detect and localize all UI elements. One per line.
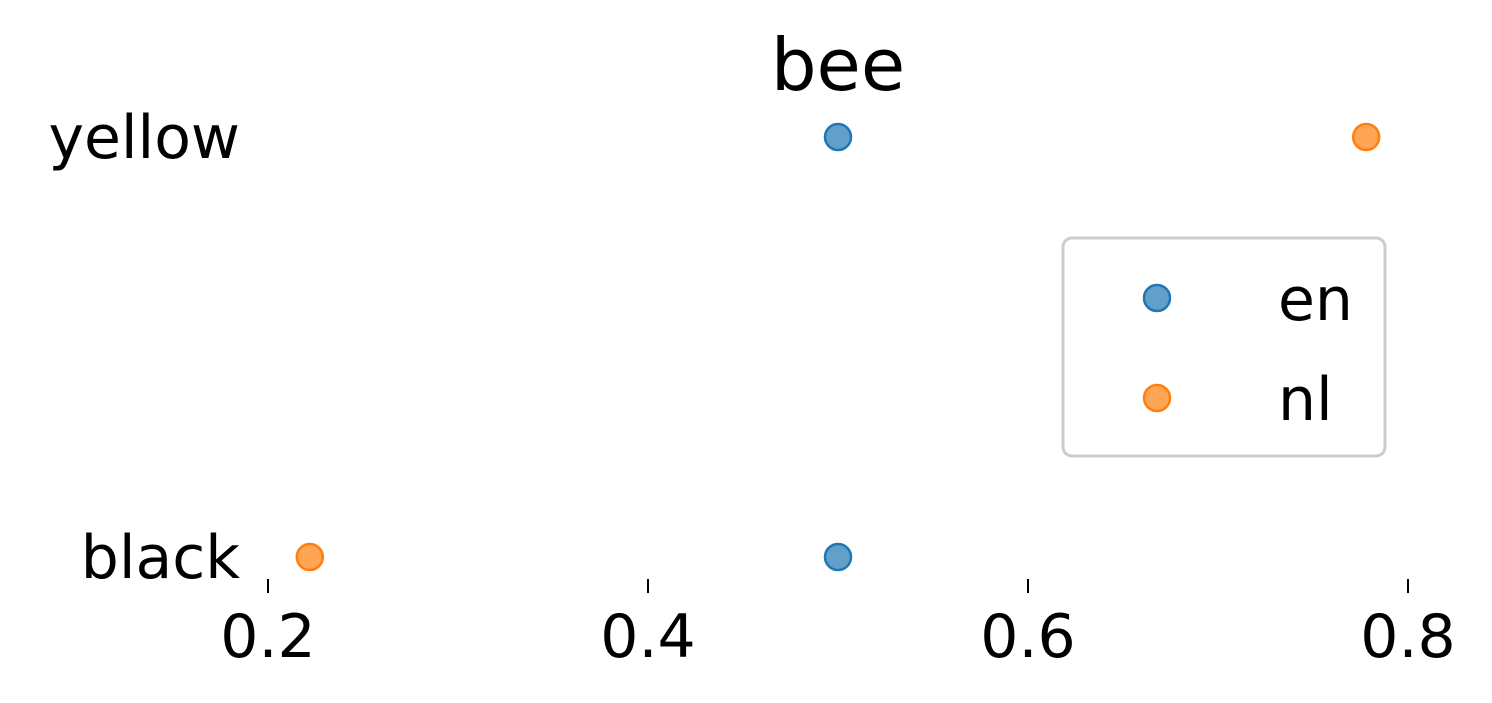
x-tick-label: 0.4 [600, 602, 695, 672]
chart-title: bee [771, 23, 905, 107]
y-tick-label-black: black [81, 523, 241, 593]
legend-label-en: en [1278, 265, 1353, 335]
data-points [295, 122, 1381, 572]
x-tick-label: 0.6 [980, 602, 1075, 672]
point-nl-yellow [1351, 122, 1381, 152]
legend: en nl [1061, 236, 1387, 458]
point-nl-black [295, 542, 325, 572]
legend-marker-nl [1142, 383, 1172, 413]
x-tick-label: 0.2 [220, 602, 315, 672]
point-en-yellow [823, 122, 853, 152]
legend-marker-en [1142, 283, 1172, 313]
y-tick-label-yellow: yellow [48, 103, 240, 173]
legend-label-nl: nl [1278, 365, 1333, 435]
x-axis: 0.2 0.4 0.6 0.8 [220, 579, 1456, 672]
point-en-black [823, 542, 853, 572]
y-axis-labels: yellow black [48, 103, 240, 593]
x-tick-label: 0.8 [1360, 602, 1455, 672]
